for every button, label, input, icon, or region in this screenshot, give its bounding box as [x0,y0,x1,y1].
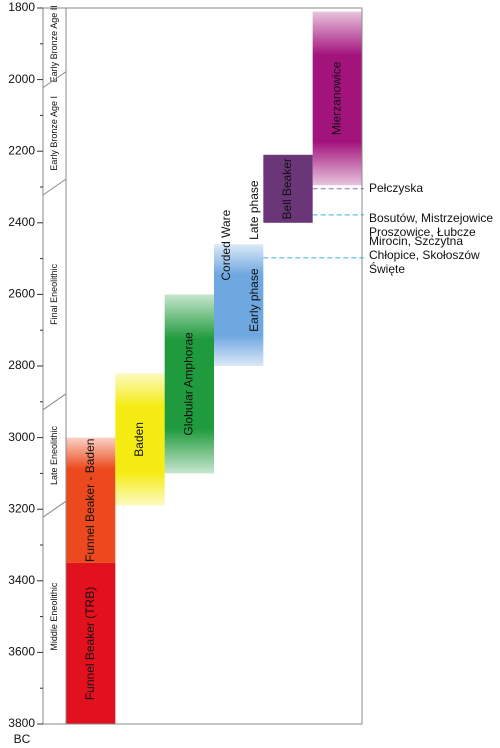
annotation-text: Chłopice, Skołoszów [369,248,480,262]
y-tick-label: 2400 [8,215,35,229]
culture-label: Bell Beaker [280,158,294,219]
y-tick-label: 2200 [8,143,35,157]
y-unit-label: BC [14,732,31,746]
culture-bar [66,562,116,724]
period-divider [42,393,67,411]
culture-label: Late phase [247,180,261,240]
y-tick-label: 2800 [8,358,35,372]
annotation-text: Proszowice, Łubcze [369,225,476,239]
period-divider [42,71,67,89]
annotation-text: Mirocin, Szczytna [369,234,463,248]
culture-bar [164,294,214,474]
period-divider [42,178,67,196]
culture-label: Mierzanowice [330,61,344,135]
culture-bar [263,154,313,223]
annotation-text: Święte [369,261,405,276]
culture-label: Corded Ware [219,209,233,280]
annotation-text: Pełczyska [369,181,423,195]
period-label: Final Eneolithic [49,263,59,325]
y-tick-label: 2600 [8,287,35,301]
y-tick-label: 2000 [8,72,35,86]
y-tick-label: 3800 [8,716,35,730]
period-label: Late Eneolithic [49,425,59,485]
y-tick-label: 3200 [8,501,35,515]
culture-bar [66,437,116,563]
annotation-text: Bosutów, Mistrzejowice [369,211,493,225]
period-label: Early Bronze Age I [49,96,59,171]
period-label: Early Bronze Age II [49,5,59,82]
y-tick-label: 3000 [8,430,35,444]
period-divider [42,500,67,518]
culture-bar [115,373,165,506]
culture-bar [214,244,264,366]
culture-label: Globular Amphorae [182,332,196,436]
culture-label: Funnel Beaker (TRB) [83,587,97,700]
culture-label: Funnel Beaker - Baden [83,439,97,562]
culture-label: Early phase [247,268,261,332]
culture-bar [312,11,362,186]
y-tick-label: 1800 [8,0,35,14]
y-tick-label: 3600 [8,645,35,659]
period-label: Middle Eneolithic [49,582,59,651]
culture-label: Baden [132,422,146,457]
y-tick-label: 3400 [8,573,35,587]
